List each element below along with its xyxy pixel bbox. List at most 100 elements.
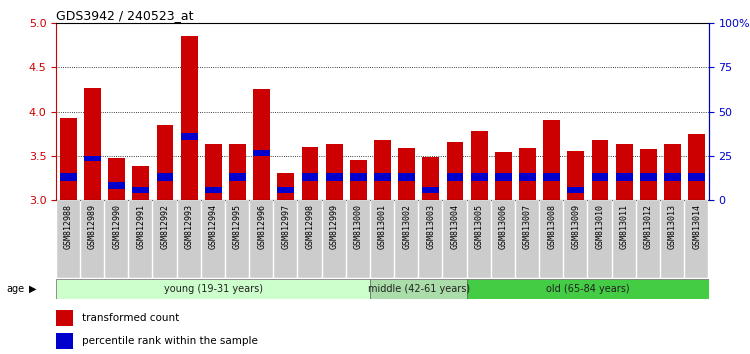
Bar <box>664 144 681 200</box>
Bar <box>685 200 708 278</box>
Bar <box>370 279 467 299</box>
Text: GSM812994: GSM812994 <box>209 204 218 249</box>
Bar <box>250 200 273 278</box>
Text: GSM812989: GSM812989 <box>88 204 97 249</box>
Text: young (19-31 years): young (19-31 years) <box>164 284 262 294</box>
Bar <box>567 187 584 193</box>
Bar <box>395 200 418 278</box>
Bar <box>346 200 370 278</box>
Bar <box>60 118 76 200</box>
Bar <box>422 187 439 193</box>
Text: old (65-84 years): old (65-84 years) <box>546 284 630 294</box>
Text: GDS3942 / 240523_at: GDS3942 / 240523_at <box>56 9 194 22</box>
Bar <box>105 200 128 278</box>
Bar <box>567 152 584 200</box>
Bar <box>664 173 681 181</box>
Bar <box>298 200 322 278</box>
Bar <box>467 200 490 278</box>
Bar <box>157 125 173 200</box>
Bar <box>205 144 222 200</box>
Bar <box>108 158 125 200</box>
Text: GSM812996: GSM812996 <box>257 204 266 249</box>
Bar <box>60 173 76 181</box>
Text: GSM812999: GSM812999 <box>330 204 339 249</box>
Bar <box>226 200 249 278</box>
Bar <box>56 310 73 326</box>
Text: GSM812988: GSM812988 <box>64 204 73 249</box>
Text: GSM812998: GSM812998 <box>305 204 314 249</box>
Bar <box>205 187 222 193</box>
Text: transformed count: transformed count <box>82 313 179 323</box>
Bar <box>543 120 560 200</box>
Bar <box>613 200 636 278</box>
Text: GSM813011: GSM813011 <box>620 204 628 249</box>
Bar <box>181 133 197 140</box>
Bar <box>84 156 101 161</box>
Text: GSM812990: GSM812990 <box>112 204 122 249</box>
Bar <box>350 160 367 200</box>
Bar <box>495 152 512 200</box>
Bar <box>564 200 587 278</box>
Bar <box>56 279 370 299</box>
Text: percentile rank within the sample: percentile rank within the sample <box>82 336 258 346</box>
Bar <box>57 200 80 278</box>
Bar <box>157 173 173 181</box>
Bar <box>688 133 705 200</box>
Bar <box>278 187 294 193</box>
Bar <box>422 156 439 200</box>
Bar <box>254 149 270 156</box>
Bar <box>178 200 201 278</box>
Bar <box>516 200 539 278</box>
Bar <box>326 144 343 200</box>
Bar <box>108 182 125 188</box>
Text: GSM813001: GSM813001 <box>378 204 387 249</box>
Text: GSM813012: GSM813012 <box>644 204 652 249</box>
Bar <box>589 200 611 278</box>
Bar <box>446 143 464 200</box>
Text: GSM813008: GSM813008 <box>548 204 556 249</box>
Bar <box>592 140 608 200</box>
Bar <box>492 200 515 278</box>
Bar <box>229 173 246 181</box>
Bar <box>278 173 294 200</box>
Text: age: age <box>6 284 24 294</box>
Bar <box>132 187 149 193</box>
Text: GSM813009: GSM813009 <box>572 204 580 249</box>
Bar <box>274 200 298 278</box>
Bar <box>302 147 319 200</box>
Text: GSM813002: GSM813002 <box>402 204 411 249</box>
Text: GSM813000: GSM813000 <box>354 204 363 249</box>
Bar <box>688 173 705 181</box>
Bar <box>181 36 197 200</box>
Bar <box>640 173 657 181</box>
Bar <box>592 173 608 181</box>
Text: GSM812995: GSM812995 <box>233 204 242 249</box>
Text: GSM813014: GSM813014 <box>692 204 701 249</box>
Bar <box>540 200 563 278</box>
Text: GSM813003: GSM813003 <box>426 204 435 249</box>
Bar <box>81 200 104 278</box>
Bar <box>443 200 466 278</box>
Text: GSM813007: GSM813007 <box>523 204 532 249</box>
Text: GSM813010: GSM813010 <box>596 204 604 249</box>
Bar <box>254 89 270 200</box>
Bar <box>154 200 176 278</box>
Bar <box>398 148 415 200</box>
Bar <box>471 173 488 181</box>
Bar <box>495 173 512 181</box>
Bar <box>322 200 346 278</box>
Bar <box>302 173 319 181</box>
Bar <box>419 200 442 278</box>
Text: GSM813004: GSM813004 <box>451 204 460 249</box>
Bar <box>446 173 464 181</box>
Bar <box>519 148 536 200</box>
Bar <box>661 200 684 278</box>
Bar <box>616 173 632 181</box>
Bar <box>326 173 343 181</box>
Text: GSM812991: GSM812991 <box>136 204 146 249</box>
Text: GSM813013: GSM813013 <box>668 204 677 249</box>
Bar <box>543 173 560 181</box>
Bar <box>132 166 149 200</box>
Bar <box>398 173 415 181</box>
Text: GSM813006: GSM813006 <box>499 204 508 249</box>
